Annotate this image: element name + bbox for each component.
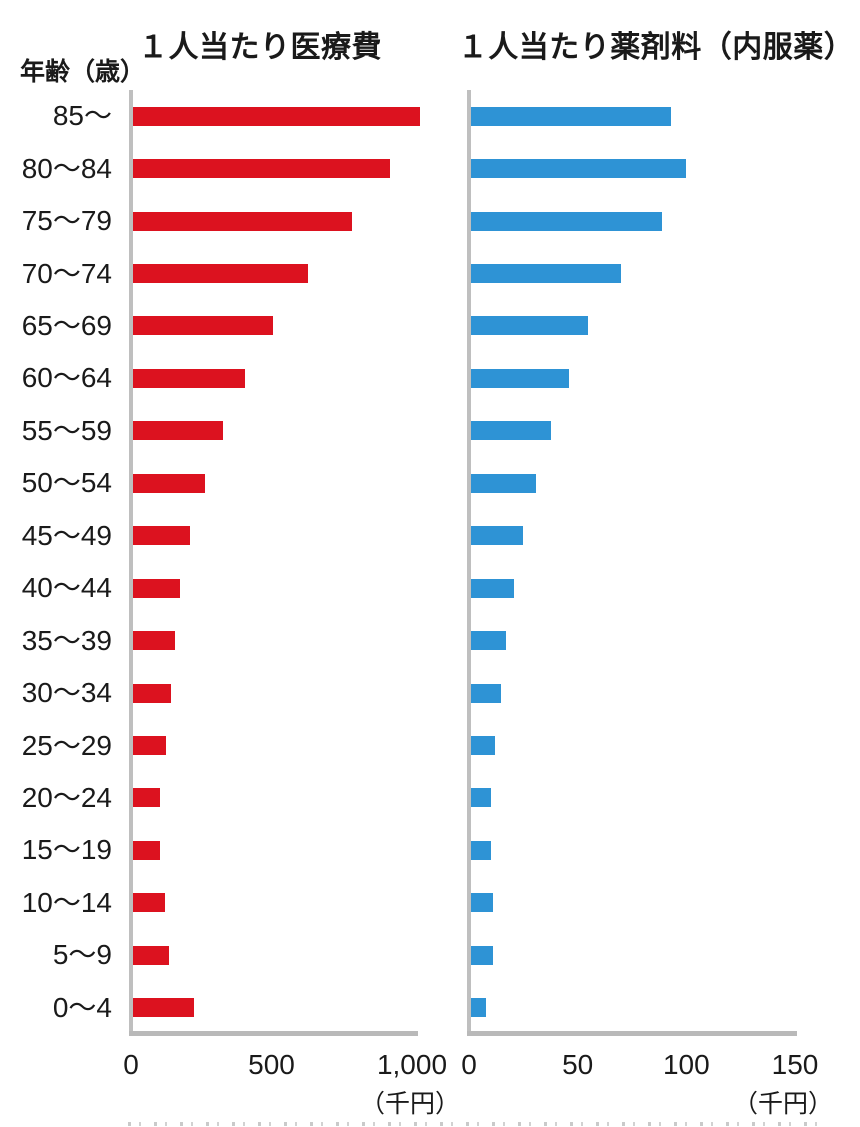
age-category-label: 50～54 (21, 467, 112, 499)
age-category-label: 15～19 (21, 834, 112, 866)
age-category-label: 25～29 (21, 729, 112, 761)
left-axis-unit-label: （千円） (359, 1090, 460, 1118)
bar (133, 631, 175, 651)
age-category-label: 30～34 (21, 677, 112, 709)
bar (133, 106, 420, 126)
bar (133, 316, 273, 336)
age-category-label: 65～69 (21, 309, 112, 341)
cropped-source-text-fragment (128, 1122, 828, 1126)
age-axis-title: 年齢（歳） (20, 58, 146, 86)
bar (471, 893, 493, 913)
x-axis-line (129, 1031, 418, 1036)
bar (471, 736, 495, 755)
bar (133, 840, 160, 860)
x-tick-label: 100 (662, 1049, 710, 1080)
bar (133, 211, 352, 231)
bar (133, 945, 169, 965)
right-chart-title: １人当たり薬剤料（内服薬） (457, 31, 855, 64)
bar (471, 683, 501, 703)
bar (471, 368, 569, 388)
bar (471, 316, 588, 336)
bar (471, 998, 486, 1018)
bar (133, 473, 205, 493)
age-category-label: 75～79 (21, 205, 112, 237)
age-category-label: 20～24 (21, 781, 112, 813)
bar (133, 368, 245, 388)
bar (471, 526, 523, 546)
age-category-label: 10～14 (21, 886, 112, 918)
bar (133, 526, 190, 546)
age-category-label: 80～84 (21, 152, 112, 184)
y-axis-line (467, 90, 471, 1036)
bar (471, 578, 514, 598)
bar (133, 578, 180, 598)
bar (471, 840, 491, 860)
x-tick-label: 0 (461, 1049, 477, 1080)
bar (471, 159, 686, 179)
x-tick-label: 50 (562, 1049, 594, 1080)
y-axis-line (129, 90, 133, 1036)
bar (471, 421, 551, 441)
bar (471, 106, 671, 126)
age-category-label: 45～49 (21, 519, 112, 551)
age-category-label: 70～74 (21, 257, 112, 289)
bar (471, 211, 662, 231)
bar (133, 788, 160, 808)
x-tick-label: 1,000 (376, 1049, 448, 1080)
bar (133, 421, 223, 441)
right-axis-unit-label: （千円） (732, 1090, 833, 1118)
x-axis-line (467, 1031, 797, 1036)
age-category-label: 55～59 (21, 414, 112, 446)
age-category-label: 35～39 (21, 624, 112, 656)
x-tick-label: 150 (771, 1049, 819, 1080)
x-tick-label: 0 (123, 1049, 139, 1080)
age-category-label: 60～64 (21, 362, 112, 394)
bar (471, 788, 491, 808)
left-chart-title: １人当たり医療費 (138, 31, 382, 64)
bar (471, 945, 493, 965)
age-category-label: 40～44 (21, 572, 112, 604)
bar (133, 736, 166, 755)
age-category-label: 0～4 (52, 991, 112, 1023)
bar (471, 264, 621, 284)
age-category-label: 5～9 (52, 939, 112, 971)
bar (133, 893, 165, 913)
x-tick-label: 500 (248, 1049, 295, 1080)
bar (133, 683, 171, 703)
bar (133, 159, 390, 179)
bar (471, 631, 506, 651)
bar (133, 998, 194, 1018)
bar (471, 473, 536, 493)
age-category-label: 85～ (52, 100, 112, 132)
bar (133, 264, 308, 284)
